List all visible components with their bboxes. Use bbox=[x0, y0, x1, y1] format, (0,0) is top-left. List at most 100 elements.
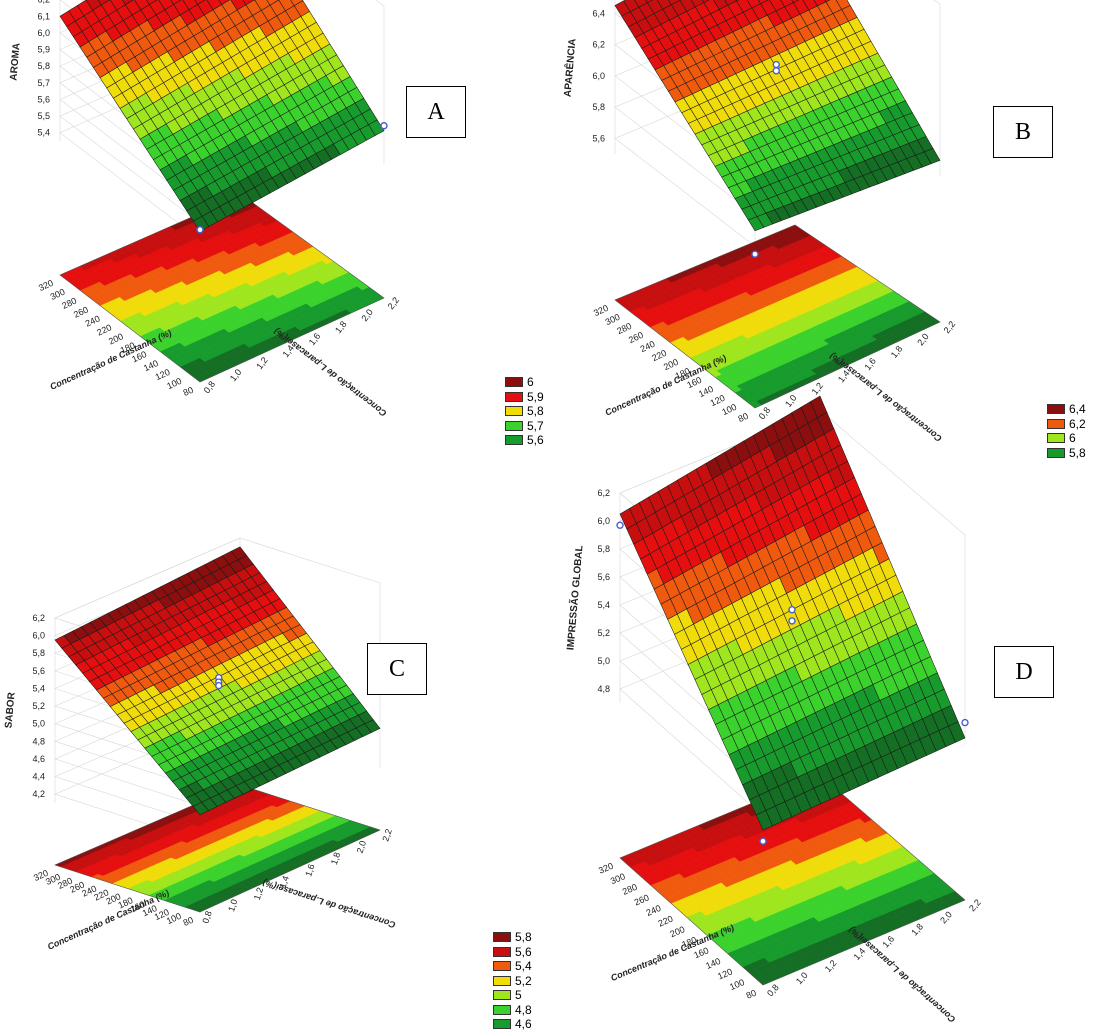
x-tick-label: 1,2 bbox=[252, 886, 265, 901]
y-tick-label: 120 bbox=[716, 966, 734, 981]
z-tick-label: 5,7 bbox=[37, 78, 50, 88]
legend-label: 4,6 bbox=[515, 1017, 532, 1032]
panel-label-c: C bbox=[367, 643, 427, 695]
legend-label: 5,7 bbox=[527, 418, 544, 433]
z-tick-label: 5,0 bbox=[597, 656, 610, 666]
z-tick-label: 5,2 bbox=[597, 628, 610, 638]
legend-swatch bbox=[505, 420, 523, 431]
legend-label: 6 bbox=[527, 375, 534, 390]
z-tick-label: 5,2 bbox=[32, 701, 45, 711]
y-tick-label: 240 bbox=[645, 903, 663, 918]
legend-item: 5,9 bbox=[505, 390, 544, 405]
legend-item: 4,8 bbox=[493, 1003, 532, 1018]
data-point bbox=[772, 67, 780, 75]
z-tick-label: 6,2 bbox=[32, 613, 45, 623]
x-tick-label: 2,2 bbox=[967, 897, 983, 913]
x-tick-label: 2,2 bbox=[380, 828, 393, 843]
y-tick-label: 140 bbox=[704, 956, 722, 971]
y-tick-label: 80 bbox=[745, 988, 758, 1001]
legend-swatch bbox=[1047, 418, 1065, 429]
z-tick-label: 4,8 bbox=[597, 684, 610, 694]
z-tick-label: 6,1 bbox=[37, 11, 50, 21]
y-tick-label: 80 bbox=[182, 385, 195, 398]
legend-label: 5,6 bbox=[515, 944, 532, 959]
legend-swatch bbox=[493, 946, 511, 957]
x-axis-title: Concentração de L.paracasei(%) bbox=[847, 925, 958, 1025]
y-tick-label: 200 bbox=[669, 924, 687, 939]
x-tick-label: 2,0 bbox=[938, 909, 954, 925]
data-point bbox=[759, 837, 767, 845]
x-tick-label: 1,8 bbox=[329, 851, 342, 866]
z-tick-label: 5,4 bbox=[32, 683, 45, 693]
z-tick-label: 6,0 bbox=[32, 631, 45, 641]
x-tick-label: 1,0 bbox=[226, 898, 239, 913]
x-tick-label: 1,8 bbox=[909, 922, 925, 938]
y-tick-label: 300 bbox=[609, 871, 627, 886]
data-point bbox=[215, 681, 223, 690]
surface-mesh-C bbox=[54, 546, 381, 816]
y-tick-label: 260 bbox=[633, 892, 651, 907]
z-tick-label: 6,0 bbox=[37, 28, 50, 38]
contour-floor-A bbox=[59, 194, 385, 383]
legend-swatch bbox=[505, 406, 523, 417]
legend-label: 5,8 bbox=[515, 930, 532, 945]
legend-swatch bbox=[1047, 404, 1065, 415]
legend-item: 6 bbox=[1047, 431, 1086, 446]
z-tick-label: 5,8 bbox=[37, 61, 50, 71]
z-tick-label: 5,8 bbox=[592, 102, 605, 112]
legend-swatch bbox=[493, 1019, 511, 1030]
legend-label: 5,4 bbox=[515, 959, 532, 974]
legend-label: 5 bbox=[515, 988, 522, 1003]
legend-swatch bbox=[1047, 433, 1065, 444]
y-tick-label: 100 bbox=[728, 977, 746, 992]
contour-floor-B bbox=[614, 224, 941, 409]
legend-item: 5,4 bbox=[493, 959, 532, 974]
z-tick-label: 5,6 bbox=[592, 133, 605, 143]
x-tick-label: 1,6 bbox=[303, 863, 316, 878]
z-tick-label: 4,6 bbox=[32, 754, 45, 764]
legend-swatch bbox=[493, 1004, 511, 1015]
x-tick-label: 1,2 bbox=[823, 958, 839, 974]
legend-sabor: 5,8 5,6 5,4 5,2 5 4,8 4,6 bbox=[493, 930, 532, 1032]
legend-label: 5,9 bbox=[527, 389, 544, 404]
legend-item: 5 bbox=[493, 988, 532, 1003]
panel-label-a: A bbox=[406, 86, 466, 138]
z-tick-label: 5,5 bbox=[37, 111, 50, 121]
z-tick-label: 6,0 bbox=[592, 71, 605, 81]
z-tick-label: 5,8 bbox=[597, 544, 610, 554]
z-tick-label: 5,9 bbox=[37, 45, 50, 55]
z-tick-label: 5,6 bbox=[597, 572, 610, 582]
z-tick-label: 5,4 bbox=[37, 128, 50, 138]
x-tick-label: 0,8 bbox=[200, 910, 213, 925]
z-tick-label: 4,4 bbox=[32, 772, 45, 782]
z-tick-label: 6,4 bbox=[592, 8, 605, 18]
legend-label: 5,8 bbox=[527, 404, 544, 419]
x-tick-label: 2,0 bbox=[355, 839, 368, 854]
data-point bbox=[196, 226, 204, 234]
x-tick-label: 1,4 bbox=[278, 874, 291, 889]
legend-item: 4,6 bbox=[493, 1017, 532, 1032]
legend-label: 5,8 bbox=[1069, 445, 1086, 460]
x-tick-label: 1,0 bbox=[794, 970, 810, 986]
legend-swatch bbox=[493, 961, 511, 972]
legend-item: 5,8 bbox=[493, 930, 532, 945]
legend-aparencia: 6,4 6,2 6 5,8 bbox=[1047, 402, 1086, 460]
data-point bbox=[380, 122, 388, 130]
data-point bbox=[751, 250, 759, 258]
z-axis-title: AROMA bbox=[8, 42, 22, 81]
z-tick-label: 5,4 bbox=[597, 600, 610, 610]
legend-swatch bbox=[493, 990, 511, 1001]
legend-swatch bbox=[493, 932, 511, 943]
legend-label: 5,2 bbox=[515, 973, 532, 988]
legend-item: 5,2 bbox=[493, 974, 532, 989]
z-tick-label: 6,0 bbox=[597, 516, 610, 526]
legend-swatch bbox=[505, 435, 523, 446]
legend-label: 6 bbox=[1069, 431, 1076, 446]
